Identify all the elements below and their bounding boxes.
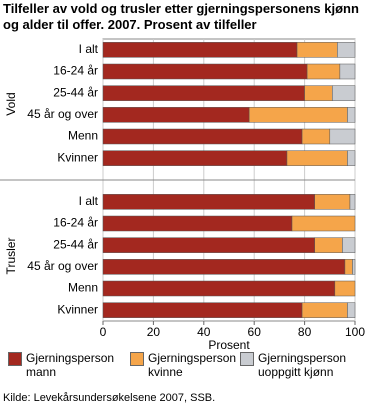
bar-segment <box>102 237 315 253</box>
bar-segment <box>306 63 341 80</box>
bar-segment <box>102 107 250 123</box>
x-axis-label: Prosent <box>208 338 250 352</box>
x-tick-label: 60 <box>248 325 262 339</box>
y-tick-label: Kvinner <box>57 150 98 164</box>
bar-segment <box>332 85 356 101</box>
bar-segment <box>102 150 288 166</box>
bar-segment <box>349 194 356 210</box>
y-tick-label: 25-44 år <box>53 237 98 251</box>
bar-segment <box>102 42 298 58</box>
bar-segment <box>344 259 353 275</box>
bar-segment <box>352 259 356 275</box>
bar-segment <box>248 107 348 123</box>
bar-segment <box>314 194 351 210</box>
bar-segment <box>286 150 348 166</box>
x-tick-label: 0 <box>100 325 107 339</box>
bar-segment <box>102 302 303 318</box>
bar-segment <box>291 215 356 232</box>
bar-segment <box>296 42 338 58</box>
bar-segment <box>347 107 356 123</box>
bar-segment <box>102 85 305 101</box>
bar-segment <box>329 128 356 145</box>
y-tick-label: I alt <box>79 42 99 56</box>
bar-segment <box>102 259 346 275</box>
bar-segment <box>301 302 348 318</box>
x-tick-label: 20 <box>147 325 161 339</box>
bar-segment <box>347 302 356 318</box>
chart-title: Tilfeller av vold og trusler etter gjern… <box>3 1 359 32</box>
bar-segment <box>337 42 356 58</box>
legend-swatch <box>240 352 254 366</box>
group-label: Trusler <box>4 238 18 275</box>
y-tick-label: I alt <box>79 194 99 208</box>
x-tick-label: 100 <box>345 325 365 339</box>
source: Kilde: Levekårsundersøkelsene 2007, SSB. <box>3 392 216 404</box>
bar-segment <box>301 128 331 145</box>
legend-label: Gjerningsperson uoppgitt kjønn <box>258 351 347 379</box>
bar-segment <box>347 150 356 166</box>
bar-segment <box>339 63 356 80</box>
y-tick-label: Menn <box>68 129 98 143</box>
legend-label: Gjerningsperson mann <box>26 351 115 379</box>
y-tick-label: 16-24 år <box>53 216 98 230</box>
bar-segment <box>334 280 356 297</box>
bar-segment <box>102 63 308 80</box>
legend-swatch <box>130 352 144 366</box>
bar-segment <box>102 128 303 145</box>
bar-segment <box>102 194 315 210</box>
y-tick-label: 16-24 år <box>53 64 98 78</box>
y-tick-label: 45 år og over <box>27 259 98 273</box>
bar-segment <box>342 237 356 253</box>
x-tick-label: 80 <box>298 325 312 339</box>
y-tick-label: 25-44 år <box>53 85 98 99</box>
bar-segment <box>102 215 293 232</box>
bar-segment <box>304 85 333 101</box>
bar-segment <box>102 280 336 297</box>
y-tick-label: 45 år og over <box>27 107 98 121</box>
legend-label: Gjerningsperson kvinne <box>148 351 237 379</box>
group-label: Vold <box>4 92 18 115</box>
y-tick-label: Menn <box>68 281 98 295</box>
bar-segment <box>314 237 343 253</box>
legend-swatch <box>8 352 22 366</box>
x-tick-label: 40 <box>197 325 211 339</box>
y-tick-label: Kvinner <box>57 302 98 316</box>
